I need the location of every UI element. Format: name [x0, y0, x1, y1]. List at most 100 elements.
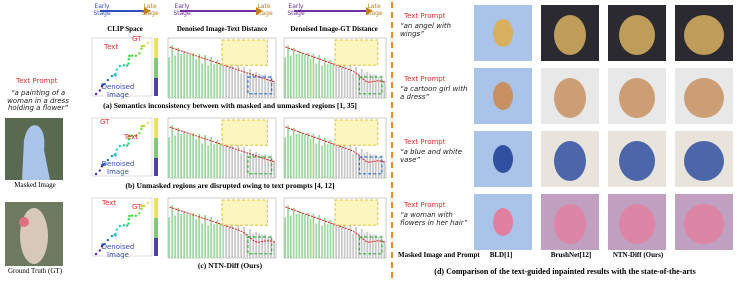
plot-bar: [309, 219, 312, 258]
plot-bar: [301, 133, 303, 178]
clip-point: [134, 134, 138, 138]
plot-bar: [258, 233, 261, 258]
result-object: [554, 141, 586, 181]
clip-point: [140, 207, 143, 211]
result-object: [684, 141, 724, 181]
plot-bar: [366, 231, 369, 258]
colorbar-bottom: [154, 78, 158, 96]
clip-label: Denoised Image: [101, 160, 135, 176]
clip-point: [128, 214, 131, 218]
plot-bar: [383, 160, 386, 178]
plot-bar: [198, 213, 201, 258]
image-label: Masked Image: [14, 181, 56, 189]
plot-bar: [355, 226, 357, 258]
prompt-text: “a cartoon girl with a dress”: [400, 85, 468, 101]
plot-bar: [338, 63, 340, 98]
plot-bar: [204, 55, 207, 98]
plot-bar: [349, 65, 352, 98]
plot-bar: [295, 134, 298, 178]
plot-bar: [352, 233, 354, 258]
plot-bar: [174, 215, 177, 258]
clip-point: [142, 124, 146, 128]
stage-start: Early Stage: [287, 3, 305, 17]
plot-bar: [255, 151, 258, 178]
plot-bar: [228, 146, 231, 178]
plot-bar: [349, 225, 352, 258]
zoom-inset: [334, 199, 379, 226]
clip-point: [103, 242, 106, 246]
gt-flower: [19, 217, 29, 227]
plot-bar: [377, 77, 380, 98]
column-label: NTN-Diff (Ours): [612, 251, 664, 259]
plot-bar: [249, 69, 252, 98]
plot-bar: [312, 213, 315, 258]
clip-point: [140, 127, 143, 131]
colorbar-top: [154, 38, 158, 58]
clip-point: [146, 201, 149, 205]
plot-bar: [306, 132, 309, 178]
clip-point: [94, 172, 98, 176]
plot-bar: [360, 69, 363, 98]
plot-bar: [332, 63, 335, 98]
plot-bar: [189, 54, 192, 98]
clip-point: [110, 74, 114, 78]
plot-bar: [340, 146, 343, 178]
plot-bar: [284, 217, 286, 258]
plot-bar: [183, 211, 186, 258]
plot-bar: [192, 212, 195, 258]
image-label: Ground Truth (GT): [7, 267, 63, 275]
result-object: [554, 15, 586, 55]
result-object: [684, 78, 724, 118]
plot-bar: [312, 133, 315, 178]
plot-bar: [171, 125, 174, 178]
plot-bar: [377, 237, 380, 258]
clip-point: [98, 169, 101, 172]
plot-bar: [284, 57, 286, 98]
plot-bar: [189, 134, 192, 178]
clip-point: [134, 214, 138, 218]
plot-bar: [343, 224, 346, 258]
plot-bar: [289, 215, 292, 258]
plot-bar: [292, 47, 295, 98]
plot-bar: [222, 223, 225, 258]
plot-bar: [374, 154, 377, 178]
plot-bar: [192, 132, 195, 178]
prompt-label: Text Prompt: [404, 75, 446, 83]
clip-point: [114, 232, 117, 236]
clip-label: GT: [132, 35, 142, 43]
plot-bar: [168, 137, 171, 178]
plot-bar: [329, 219, 332, 258]
zoom-box: [358, 236, 383, 255]
plot-bar: [267, 77, 270, 98]
plot-bar: [357, 73, 360, 98]
plot-bar: [374, 234, 377, 258]
clip-point: [127, 142, 130, 145]
plot-bar: [343, 64, 346, 98]
masked-object: [493, 19, 513, 47]
plot-bar: [323, 137, 326, 178]
plot-bar: [264, 234, 267, 258]
plot-bar: [270, 75, 273, 98]
plot-bar: [213, 224, 216, 258]
column-title: Denoised Image-Text Distance: [176, 25, 268, 33]
plot-bar: [335, 223, 337, 258]
plot-bar: [210, 57, 213, 98]
plot-bar: [234, 70, 237, 98]
plot-bar: [318, 135, 320, 178]
plot-bar: [267, 237, 270, 258]
plot-bar: [255, 71, 258, 98]
plot-bar: [329, 139, 332, 178]
clip-point: [125, 144, 129, 147]
plot-bar: [377, 157, 380, 178]
plot-bar: [177, 127, 180, 178]
clip-point: [110, 154, 114, 158]
plot-bar: [346, 230, 349, 258]
clip-point: [98, 89, 101, 92]
plot-bar: [343, 144, 346, 178]
plot-bar: [289, 55, 292, 98]
clip-point: [138, 132, 141, 135]
colorbar: [154, 198, 158, 256]
clip-point: [118, 64, 122, 68]
plot-bar: [180, 214, 183, 258]
